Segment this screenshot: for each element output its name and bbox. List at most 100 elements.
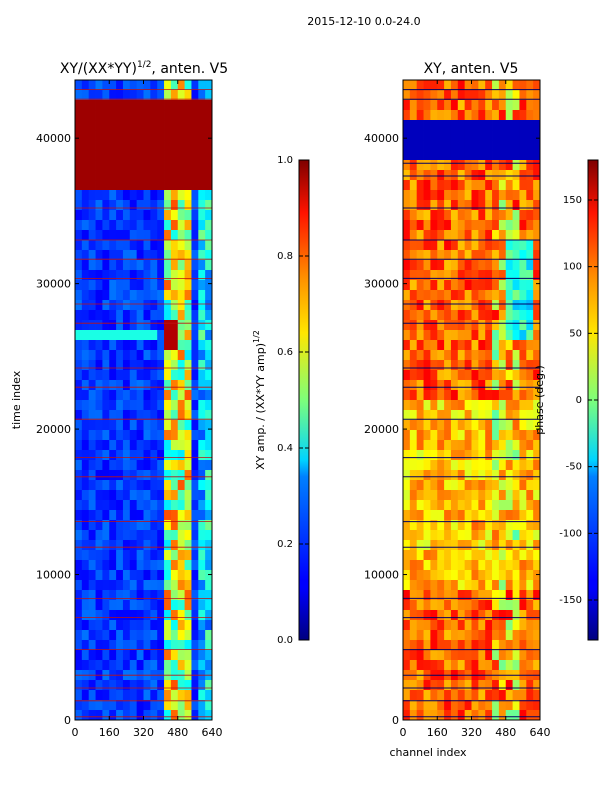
amplitude-heatmap-cell bbox=[143, 190, 151, 201]
amplitude-heatmap-cell bbox=[102, 440, 110, 451]
phase-heatmap-cell bbox=[478, 360, 486, 371]
phase-heatmap-cell bbox=[512, 590, 520, 601]
amplitude-heatmap-cell bbox=[170, 660, 179, 671]
amplitude-heatmap-cell bbox=[177, 110, 185, 121]
phase-heatmap-cell bbox=[450, 80, 459, 91]
amplitude-heatmap-cell bbox=[136, 100, 144, 111]
phase-heatmap-cell bbox=[437, 600, 445, 611]
phase-heatmap-cell bbox=[471, 490, 479, 501]
phase-heatmap-cell bbox=[423, 330, 431, 341]
amplitude-heatmap-cell bbox=[170, 430, 179, 441]
amplitude-heatmap-cell bbox=[88, 290, 96, 301]
phase-heatmap-row bbox=[403, 650, 541, 661]
phase-heatmap-cell bbox=[526, 530, 534, 541]
amplitude-heatmap-cell bbox=[205, 700, 213, 711]
phase-heatmap-cell bbox=[492, 200, 500, 211]
phase-heatmap-cell bbox=[409, 580, 418, 591]
phase-heatmap-cell bbox=[409, 590, 418, 601]
phase-heatmap-cell bbox=[437, 320, 445, 331]
amplitude-heatmap-cell bbox=[129, 80, 138, 91]
phase-heatmap-cell bbox=[416, 580, 424, 591]
amplitude-heatmap-cell bbox=[184, 500, 192, 511]
amplitude-heatmap-cell bbox=[129, 100, 138, 111]
phase-heatmap-cell bbox=[437, 130, 445, 141]
amplitude-heatmap-cell bbox=[88, 560, 96, 571]
phase-heatmap-cell bbox=[416, 540, 424, 551]
phase-heatmap-cell bbox=[478, 650, 486, 661]
phase-heatmap-cell bbox=[403, 160, 411, 171]
phase-heatmap-cell bbox=[492, 230, 500, 241]
phase-heatmap-cell bbox=[464, 120, 472, 131]
phase-heatmap-cell bbox=[498, 160, 507, 171]
phase-heatmap-cell bbox=[533, 680, 541, 691]
amplitude-heatmap-cell bbox=[129, 110, 138, 121]
amplitude-heatmap-cell bbox=[164, 340, 172, 351]
phase-heatmap-cell bbox=[416, 430, 424, 441]
amplitude-heatmap-cell bbox=[177, 280, 185, 291]
amplitude-heatmap-cell bbox=[177, 180, 185, 191]
amplitude-heatmap-cell bbox=[164, 330, 172, 341]
amplitude-heatmap-cell bbox=[205, 680, 213, 691]
amplitude-heatmap-cell bbox=[95, 470, 103, 481]
amplitude-heatmap-cell bbox=[81, 160, 90, 171]
phase-heatmap-cell bbox=[485, 200, 493, 211]
amplitude-heatmap-cell bbox=[170, 160, 179, 171]
amplitude-heatmap-cell bbox=[184, 140, 192, 151]
phase-heatmap-cell bbox=[533, 480, 541, 491]
amplitude-heatmap-cell bbox=[122, 600, 131, 611]
phase-heatmap-cell bbox=[526, 680, 534, 691]
amplitude-heatmap-cell bbox=[150, 460, 158, 471]
phase-heatmap-cell bbox=[498, 360, 507, 371]
amplitude-heatmap-cell bbox=[157, 80, 165, 91]
amplitude-heatmap-cell bbox=[136, 200, 144, 211]
amplitude-heatmap-cell bbox=[88, 300, 96, 311]
phase-heatmap-cell bbox=[423, 390, 431, 401]
phase-heatmap-cell bbox=[437, 160, 445, 171]
amplitude-heatmap-cell bbox=[136, 340, 144, 351]
amplitude-heatmap-cell bbox=[198, 250, 206, 261]
phase-heatmap-cell bbox=[464, 700, 472, 711]
phase-heatmap-cell bbox=[430, 600, 438, 611]
amplitude-heatmap-cell bbox=[164, 290, 172, 301]
phase-heatmap-cell bbox=[464, 140, 472, 151]
phase-heatmap-row bbox=[403, 100, 541, 111]
phase-heatmap-cell bbox=[464, 470, 472, 481]
amplitude-heatmap-cell bbox=[143, 160, 151, 171]
phase-heatmap-cell bbox=[512, 340, 520, 351]
amplitude-heatmap-cell bbox=[109, 200, 117, 211]
phase-heatmap-cell bbox=[409, 450, 418, 461]
amplitude-heatmap-cell bbox=[95, 220, 103, 231]
amplitude-heatmap-cell bbox=[205, 560, 213, 571]
amplitude-heatmap-cell bbox=[136, 420, 144, 431]
amplitude-heatmap-cell bbox=[205, 480, 213, 491]
phase-heatmap-cell bbox=[430, 140, 438, 151]
amplitude-heatmap-cell bbox=[88, 170, 96, 181]
amplitude-heatmap-cell bbox=[102, 100, 110, 111]
phase-heatmap-cell bbox=[519, 470, 527, 481]
amplitude-heatmap-cell bbox=[184, 90, 192, 101]
amplitude-heatmap-cell bbox=[157, 420, 165, 431]
amplitude-heatmap-cell bbox=[184, 520, 192, 531]
phase-heatmap-cell bbox=[464, 280, 472, 291]
phase-heatmap-cell bbox=[416, 660, 424, 671]
amplitude-heatmap-cell bbox=[116, 500, 124, 511]
phase-heatmap-cell bbox=[416, 650, 424, 661]
amplitude-heatmap-cell bbox=[191, 340, 199, 351]
phase-heatmap-cell bbox=[450, 340, 459, 351]
amplitude-heatmap-cell bbox=[81, 210, 90, 221]
phase-heatmap-cell bbox=[498, 710, 507, 721]
amplitude-heatmap-cell bbox=[198, 380, 206, 391]
phase-heatmap-row bbox=[403, 170, 541, 181]
phase-heatmap-cell bbox=[457, 80, 466, 91]
amplitude-heatmap-cell bbox=[143, 380, 151, 391]
amplitude-heatmap-cell bbox=[191, 230, 199, 241]
phase-heatmap-cell bbox=[416, 160, 424, 171]
amplitude-heatmap-cell bbox=[129, 410, 138, 421]
phase-heatmap-row bbox=[403, 350, 541, 361]
phase-heatmap-cell bbox=[409, 680, 418, 691]
amplitude-heatmap-cell bbox=[164, 520, 172, 531]
amplitude-heatmap-cell bbox=[75, 130, 83, 141]
phase-heatmap-cell bbox=[492, 470, 500, 481]
amplitude-heatmap-cell bbox=[191, 510, 199, 521]
amplitude-heatmap-cell bbox=[109, 580, 117, 591]
